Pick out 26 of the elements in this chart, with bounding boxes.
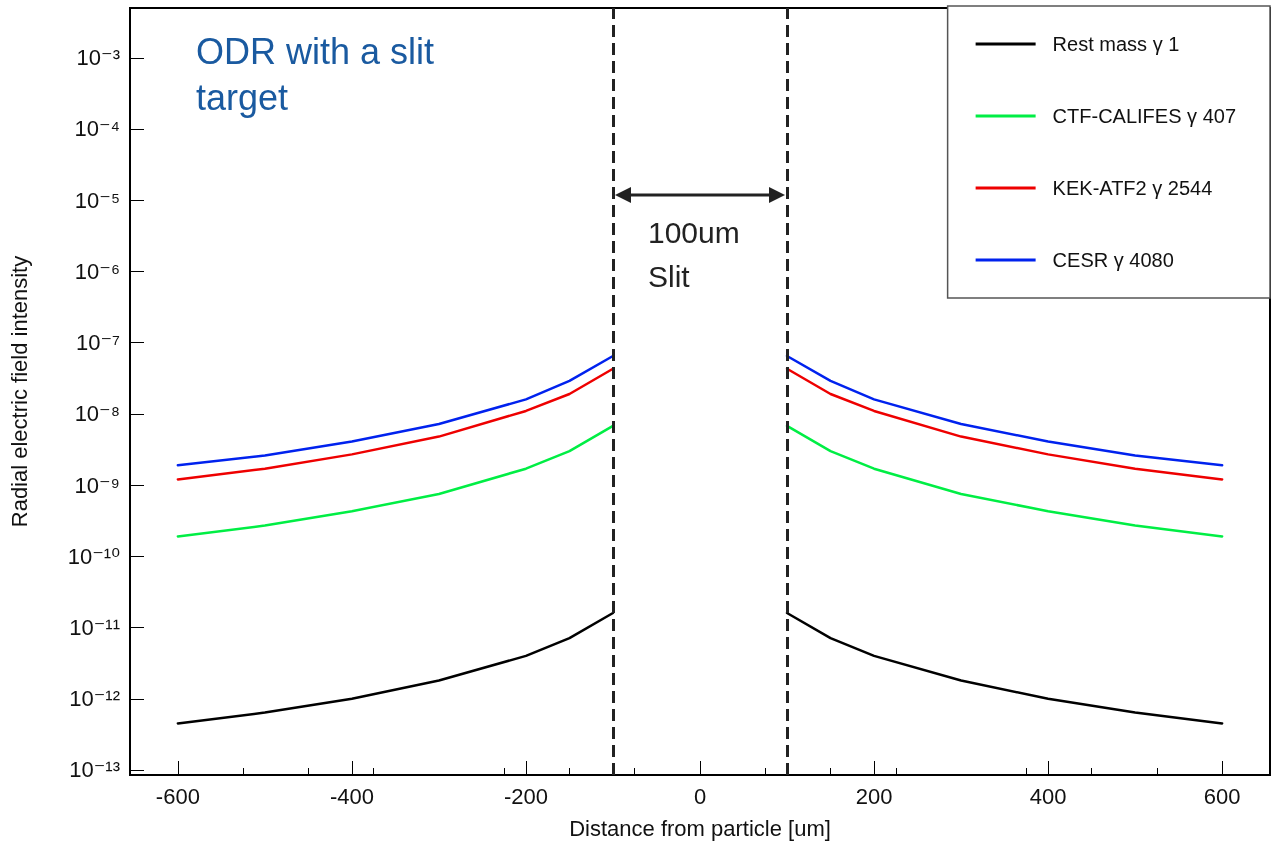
legend-label: CESR γ 4080: [1052, 249, 1174, 271]
x-tick-label: -600: [155, 783, 200, 809]
y-tick-label: 10⁻¹¹: [69, 615, 120, 641]
y-tick-label: 10⁻¹⁰: [67, 543, 121, 569]
x-axis-title: Distance from particle [um]: [569, 815, 831, 841]
y-tick-label: 10⁻¹²: [69, 686, 120, 712]
x-tick-label: -200: [503, 783, 548, 809]
x-tick-label: 400: [1029, 783, 1067, 809]
y-tick-label: 10⁻⁹: [74, 472, 120, 498]
legend-label: KEK-ATF2 γ 2544: [1052, 177, 1213, 199]
x-tick-label: 600: [1203, 783, 1241, 809]
annotation: ODR with a slit target: [196, 30, 445, 118]
y-tick-label: 10⁻⁶: [74, 258, 120, 284]
y-tick-label: 10⁻⁵: [74, 187, 120, 213]
x-tick-label: 0: [693, 783, 707, 809]
y-axis-title: Radial electric field intensity: [6, 255, 32, 528]
legend-label: CTF-CALIFES γ 407: [1052, 105, 1237, 127]
x-tick-label: 200: [855, 783, 893, 809]
y-tick-label: 10⁻⁴: [74, 116, 120, 142]
y-tick-label: 10⁻⁸: [74, 401, 120, 427]
y-tick-label: 10⁻³: [76, 45, 120, 71]
y-tick-label: 10⁻⁷: [75, 330, 121, 356]
annotation: 100um Slit: [648, 215, 749, 293]
y-tick-label: 10⁻¹³: [69, 757, 120, 783]
legend-label: Rest mass γ 1: [1052, 33, 1180, 55]
x-tick-label: -400: [329, 783, 374, 809]
